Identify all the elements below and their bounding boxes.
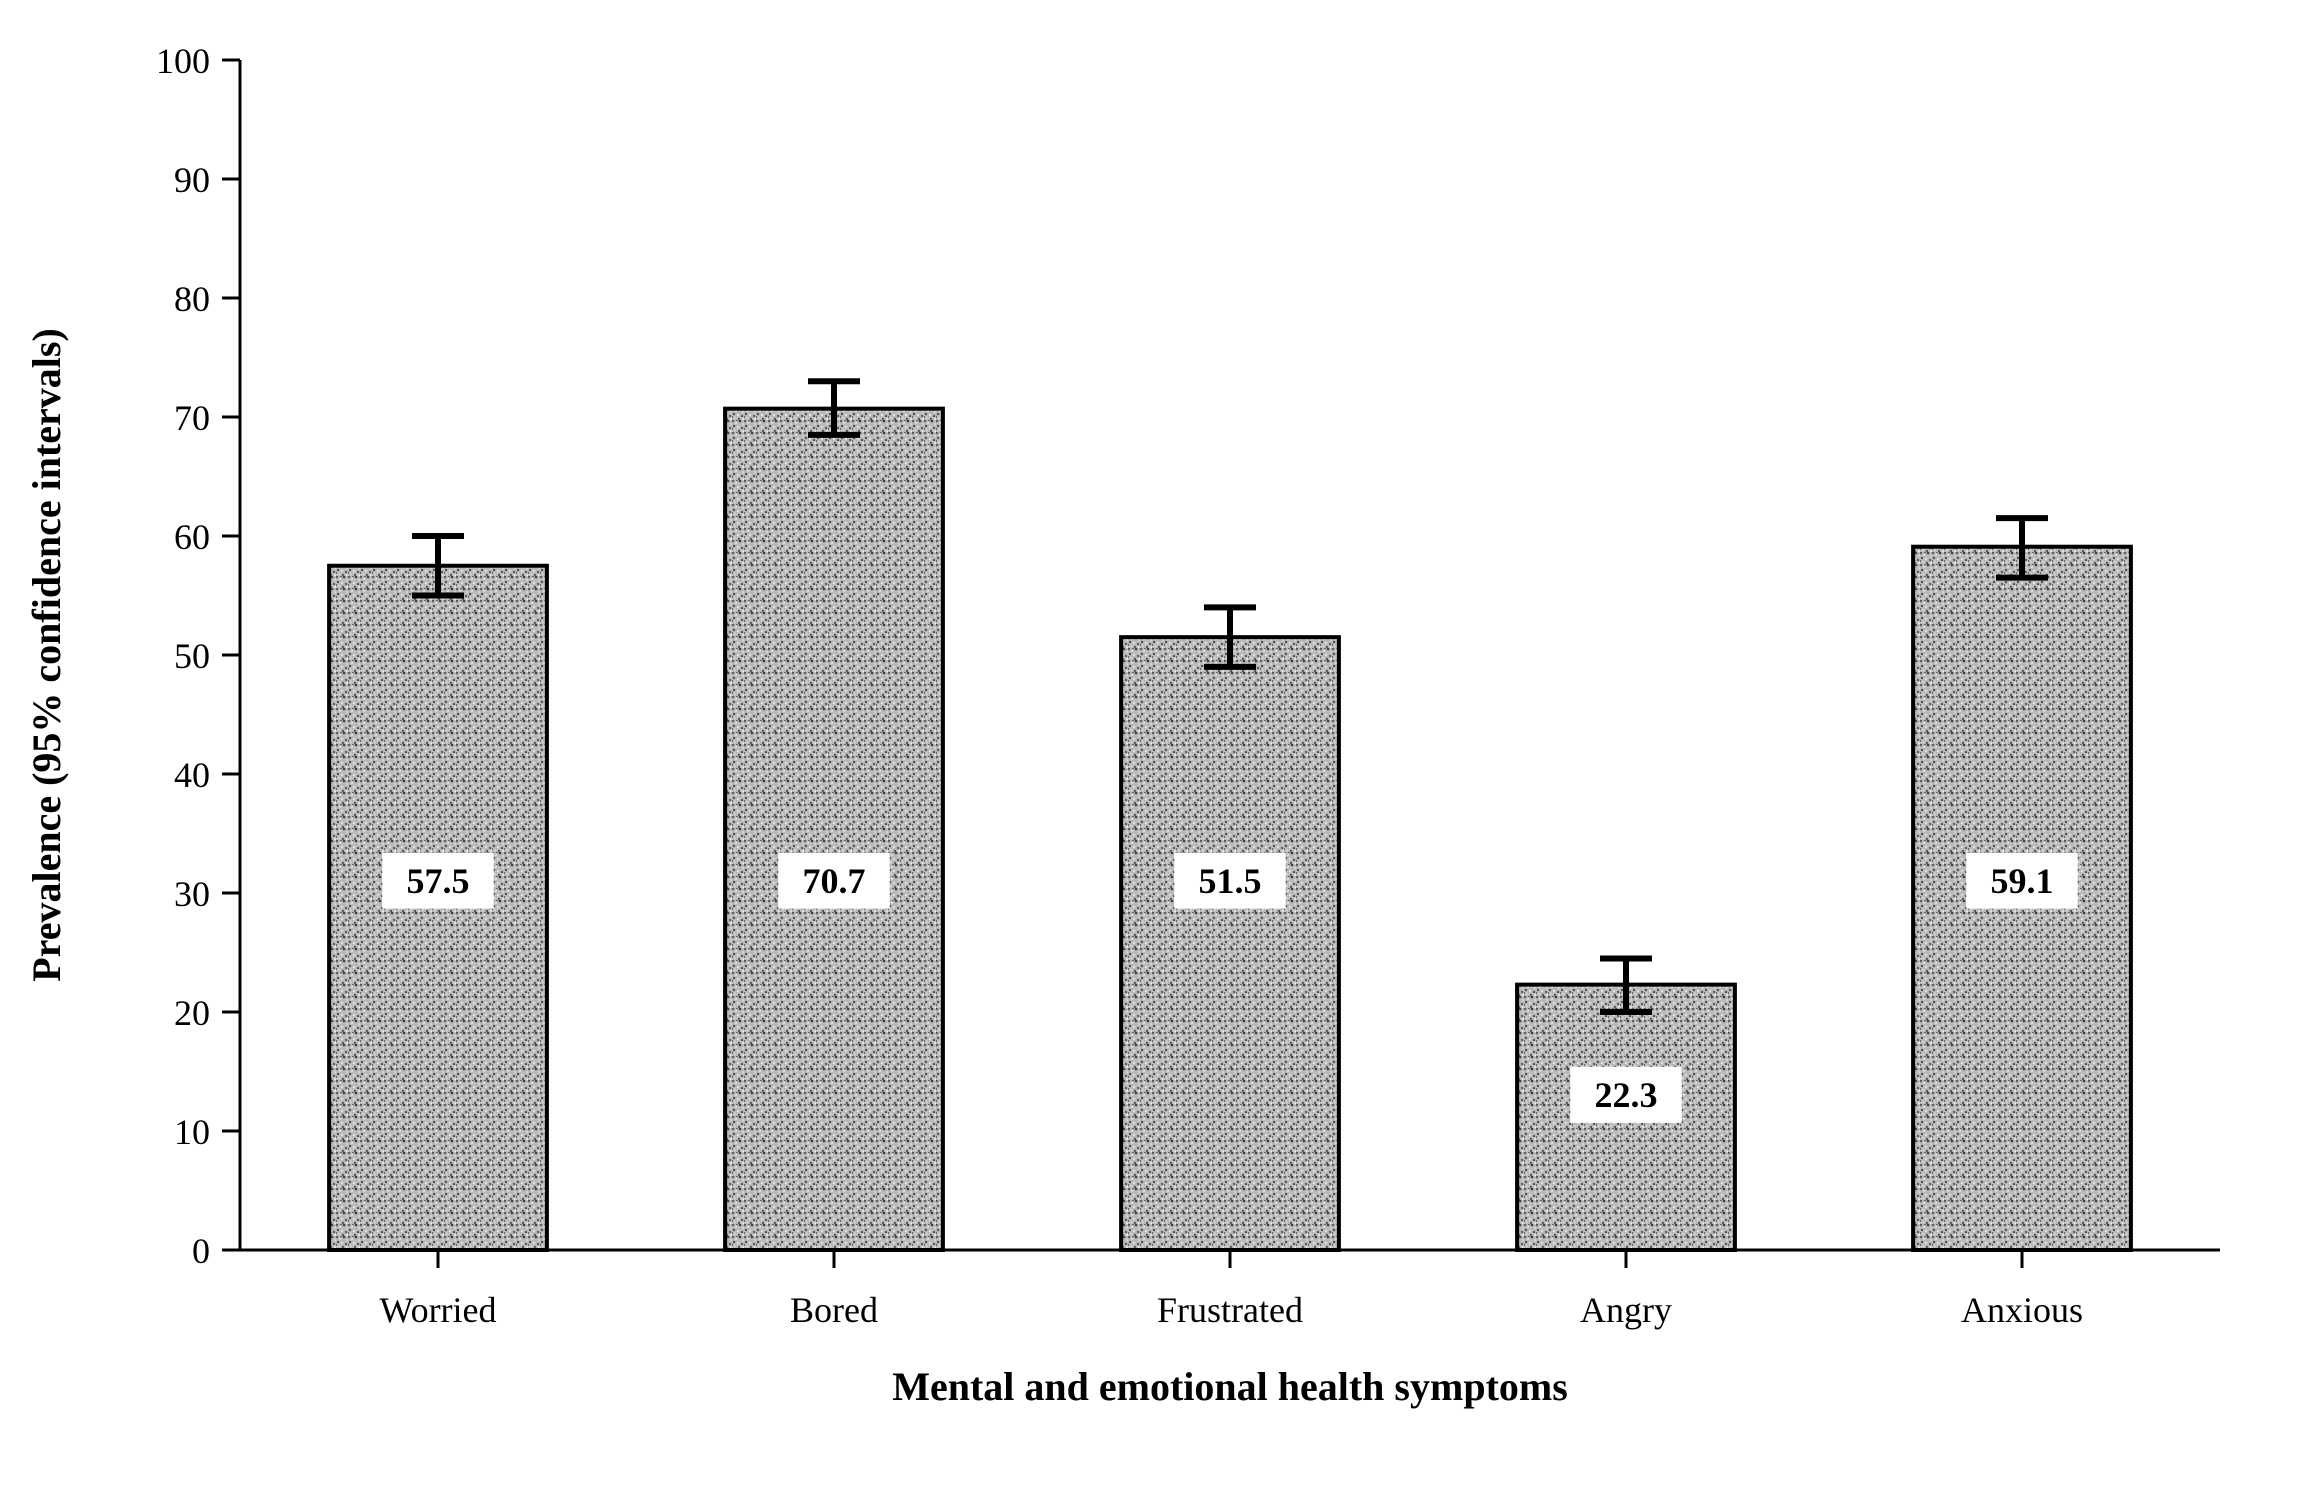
value-label: 57.5: [407, 861, 470, 901]
value-label: 22.3: [1595, 1075, 1658, 1115]
value-label: 51.5: [1199, 861, 1262, 901]
y-tick-label: 10: [174, 1112, 210, 1152]
x-tick-label: Anxious: [1961, 1290, 2083, 1330]
y-tick-label: 100: [156, 41, 210, 81]
y-tick-label: 0: [192, 1231, 210, 1271]
value-label: 59.1: [1991, 861, 2054, 901]
bar: [725, 409, 943, 1250]
x-tick-label: Bored: [790, 1290, 878, 1330]
y-tick-label: 60: [174, 517, 210, 557]
y-tick-label: 50: [174, 636, 210, 676]
y-tick-label: 20: [174, 993, 210, 1033]
x-tick-label: Frustrated: [1157, 1290, 1303, 1330]
x-tick-label: Angry: [1580, 1290, 1672, 1330]
x-axis-title: Mental and emotional health symptoms: [892, 1364, 1568, 1409]
y-tick-label: 80: [174, 279, 210, 319]
x-tick-label: Worried: [379, 1290, 496, 1330]
chart-svg: 0 10 20 30 40 50 60 70 80 90 100 Worried 57.5 Bored 70…: [0, 0, 2298, 1488]
y-tick-label: 70: [174, 398, 210, 438]
y-tick-label: 30: [174, 874, 210, 914]
y-tick-label: 40: [174, 755, 210, 795]
bar-chart: 0 10 20 30 40 50 60 70 80 90 100 Worried 57.5 Bored 70…: [0, 0, 2298, 1488]
y-tick-label: 90: [174, 160, 210, 200]
value-label: 70.7: [803, 861, 866, 901]
y-axis-title: Prevalence (95% confidence intervals): [24, 328, 69, 982]
bar: [1121, 637, 1339, 1250]
